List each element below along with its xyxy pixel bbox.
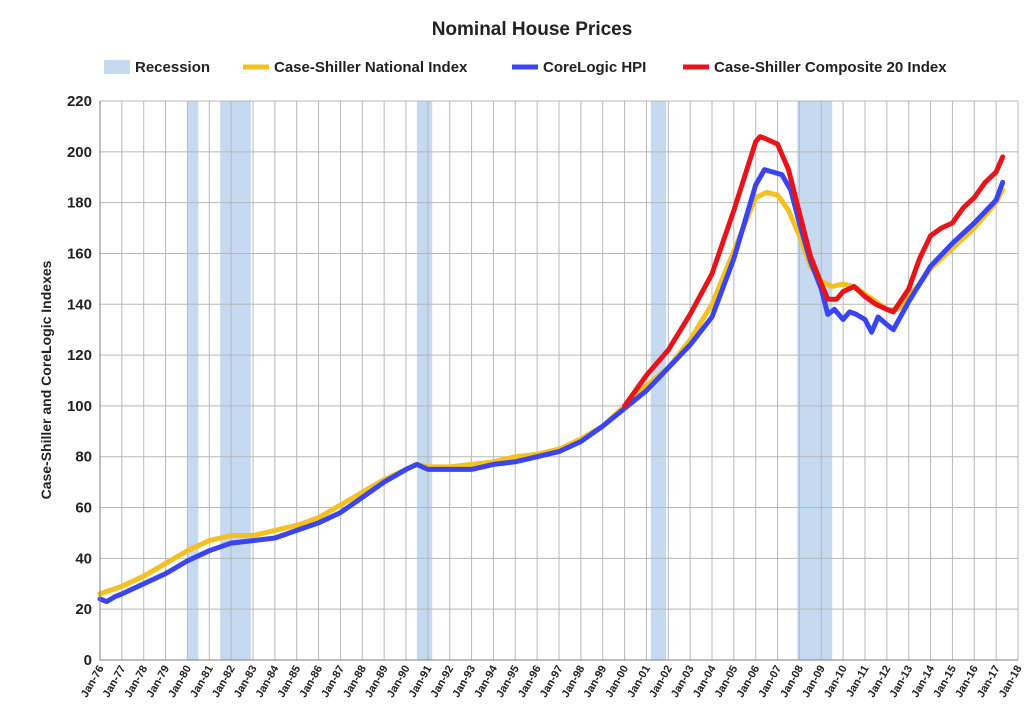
y-tick-label: 20 [75,601,92,618]
recession-band-1 [187,101,199,660]
y-tick-label: 80 [75,449,92,466]
series-line-case-shiller-composite-20-index [622,134,1006,409]
y-tick-label: 140 [67,296,92,313]
legend-swatch-recession [104,60,130,74]
y-tick-label: 120 [67,347,92,364]
series-line-corelogic-hpi [97,167,1006,605]
recession-band-5 [797,101,833,660]
recession-band-2 [220,101,251,660]
recession-bands [187,101,833,660]
y-tick-label: 180 [67,195,92,212]
y-tick-label: 100 [67,398,92,415]
x-tick-labels: Jan-76Jan-77Jan-78Jan-79Jan-80Jan-81Jan-… [79,663,1025,700]
legend-label-2: CoreLogic HPI [543,59,646,76]
y-tick-label: 60 [75,500,92,517]
legend-label-1: Case-Shiller National Index [274,59,468,76]
legend: Recession Case-Shiller National Index Core… [104,59,947,76]
chart-title: Nominal House Prices [432,19,633,40]
y-tick-labels: 0 20 40 60 80 100 120 140 160 180 200 220 [67,93,92,669]
legend-label-3: Case-Shiller Composite 20 Index [714,59,947,76]
y-tick-label: 40 [75,550,92,567]
y-axis-label: Case-Shiller and CoreLogic Indexes [38,260,54,499]
y-tick-label: 220 [67,93,92,110]
y-tick-label: 200 [67,144,92,161]
axes [99,101,1018,661]
series-lines [97,134,1006,605]
y-tick-label: 160 [67,245,92,262]
y-tick-label: 0 [84,652,92,669]
legend-label-0: Recession [135,59,210,76]
recession-band-3 [416,101,433,660]
